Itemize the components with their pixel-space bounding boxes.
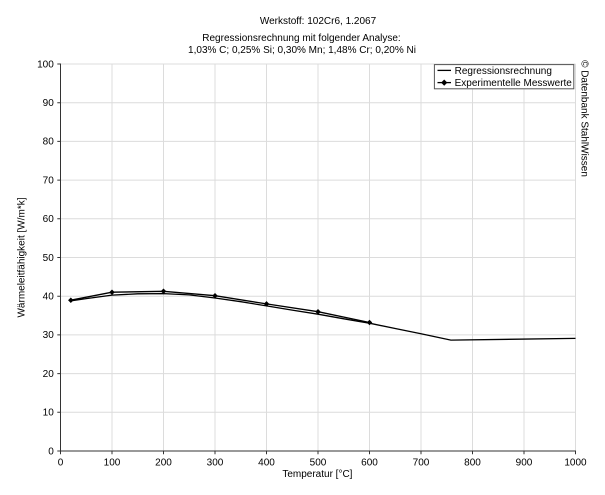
- svg-text:30: 30: [43, 330, 55, 341]
- svg-text:900: 900: [516, 457, 533, 468]
- svg-text:700: 700: [413, 457, 430, 468]
- svg-text:40: 40: [43, 292, 55, 303]
- svg-text:90: 90: [43, 98, 55, 109]
- svg-text:60: 60: [43, 214, 55, 225]
- svg-text:Regressionsrechnung mit folgen: Regressionsrechnung mit folgender Analys…: [202, 33, 400, 44]
- svg-text:500: 500: [310, 457, 327, 468]
- svg-text:Regressionsrechnung: Regressionsrechnung: [455, 66, 552, 77]
- svg-text:© Datenbank StahlWissen: © Datenbank StahlWissen: [579, 60, 590, 177]
- svg-text:20: 20: [43, 369, 55, 380]
- svg-text:0: 0: [48, 446, 54, 457]
- svg-text:1,03% C; 0,25% Si; 0,30% Mn; 1: 1,03% C; 0,25% Si; 0,30% Mn; 1,48% Cr; 0…: [188, 45, 416, 56]
- svg-text:0: 0: [58, 457, 64, 468]
- svg-text:Werkstoff: 102Cr6, 1.2067: Werkstoff: 102Cr6, 1.2067: [260, 16, 377, 27]
- svg-text:50: 50: [43, 253, 55, 264]
- svg-text:1000: 1000: [564, 457, 587, 468]
- svg-text:80: 80: [43, 137, 55, 148]
- svg-text:Temperatur [°C]: Temperatur [°C]: [282, 469, 352, 480]
- svg-text:100: 100: [37, 59, 54, 70]
- svg-text:Wärmeleitfähigkeit [W/m*k]: Wärmeleitfähigkeit [W/m*k]: [17, 197, 28, 317]
- svg-text:300: 300: [207, 457, 224, 468]
- svg-text:600: 600: [361, 457, 378, 468]
- svg-text:400: 400: [258, 457, 275, 468]
- svg-text:100: 100: [104, 457, 121, 468]
- svg-text:200: 200: [155, 457, 172, 468]
- svg-text:Experimentelle Messwerte: Experimentelle Messwerte: [455, 78, 573, 89]
- svg-text:10: 10: [43, 408, 55, 419]
- svg-text:800: 800: [464, 457, 481, 468]
- svg-text:70: 70: [43, 175, 55, 186]
